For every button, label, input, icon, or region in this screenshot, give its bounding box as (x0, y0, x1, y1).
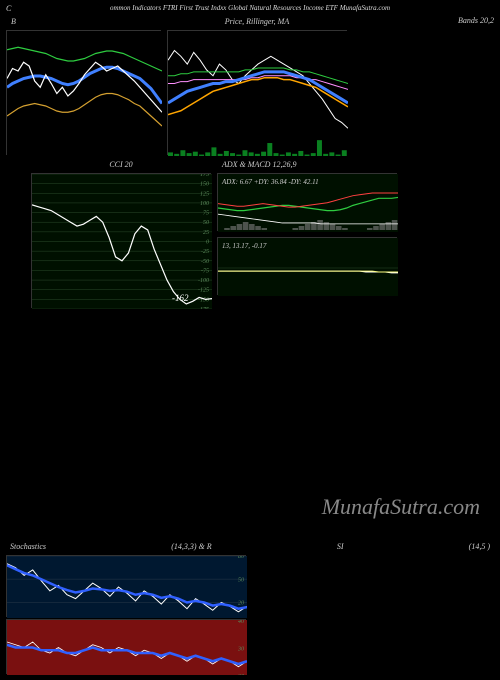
svg-text:50: 50 (203, 220, 209, 226)
stoch-panel: 20 50 80 (6, 555, 246, 617)
svg-text:25: 25 (203, 230, 209, 236)
header-text: ommon Indicators FTRI First Trust Indxx … (110, 4, 390, 12)
rsi-panel: 20 30 40 (6, 619, 246, 674)
macd-panel: 13, 13.17, -0.17 (217, 237, 397, 295)
stoch-params: (14,3,3) & R (171, 542, 211, 551)
svg-text:30: 30 (237, 647, 244, 653)
price-panel: Price, Rillinger, MA (167, 30, 347, 155)
stoch-title-row: Stochastics (14,3,3) & R SI (14,5 ) (6, 542, 494, 555)
cci-chart: -175-150-125-100-75-50-25025507510012515… (32, 174, 212, 309)
bands-label-area: Bands 20,2 (353, 30, 494, 155)
svg-text:-162: -162 (172, 293, 189, 303)
adx-title: ADX & MACD 12,26,9 (222, 160, 400, 169)
svg-text:-25: -25 (201, 249, 209, 255)
adx-panel: ADX & MACD 12,26,9 ADX: 6.67 +DY: 36.84 … (217, 173, 397, 231)
bb-chart (7, 31, 162, 156)
rsi-chart: 20 30 40 (7, 620, 247, 675)
bb-panel: B (6, 30, 161, 155)
svg-text:75: 75 (203, 211, 209, 217)
header-prefix: C (6, 4, 11, 13)
rsi-title: SI (337, 542, 344, 551)
bands-title: Bands 20,2 (353, 16, 494, 25)
svg-text:0: 0 (206, 240, 209, 246)
svg-text:150: 150 (200, 182, 209, 188)
svg-text:125: 125 (200, 191, 209, 197)
cci-panel: CCI 20 -175-150-125-100-75-50-2502550751… (31, 173, 211, 308)
svg-text:-100: -100 (198, 278, 209, 284)
stoch-title: Stochastics (10, 542, 46, 551)
stoch-chart: 20 50 80 (7, 556, 247, 618)
svg-text:-50: -50 (201, 259, 209, 265)
rsi-params: (14,5 ) (469, 542, 490, 551)
svg-text:-75: -75 (201, 268, 209, 274)
svg-text:20: 20 (238, 601, 244, 607)
svg-text:175: 175 (200, 174, 209, 178)
price-title: Price, Rillinger, MA (168, 17, 346, 26)
macd-chart: 13, 13.17, -0.17 (218, 238, 398, 296)
svg-text:50: 50 (238, 577, 244, 583)
svg-text:ADX: 6.67 +DY: 36.84 -DY: 42.: ADX: 6.67 +DY: 36.84 -DY: 42.11 (221, 178, 319, 186)
svg-text:20: 20 (238, 674, 244, 675)
bb-title: B (11, 17, 164, 26)
watermark: MunafaSutra.com (322, 494, 480, 520)
price-chart (168, 31, 348, 156)
svg-text:-125: -125 (198, 288, 209, 294)
svg-text:100: 100 (200, 201, 209, 207)
svg-text:40: 40 (238, 620, 244, 625)
svg-text:13, 13.17, -0.17: 13, 13.17, -0.17 (222, 242, 267, 250)
adx-chart: ADX: 6.67 +DY: 36.84 -DY: 42.11 (218, 174, 398, 232)
svg-text:-175: -175 (198, 307, 209, 309)
svg-text:80: 80 (238, 556, 244, 560)
cci-title: CCI 20 (32, 160, 210, 169)
page-header: C ommon Indicators FTRI First Trust Indx… (0, 0, 500, 16)
